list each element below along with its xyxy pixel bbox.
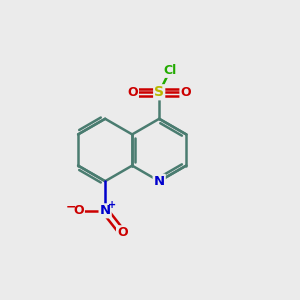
Text: +: +: [108, 200, 116, 210]
Text: O: O: [128, 86, 138, 99]
Text: −: −: [66, 201, 76, 214]
Text: S: S: [154, 85, 164, 99]
Text: O: O: [180, 86, 191, 99]
Text: N: N: [100, 204, 111, 218]
Text: N: N: [154, 175, 165, 188]
Text: O: O: [73, 204, 84, 218]
Text: O: O: [117, 226, 128, 239]
Text: Cl: Cl: [164, 64, 177, 77]
